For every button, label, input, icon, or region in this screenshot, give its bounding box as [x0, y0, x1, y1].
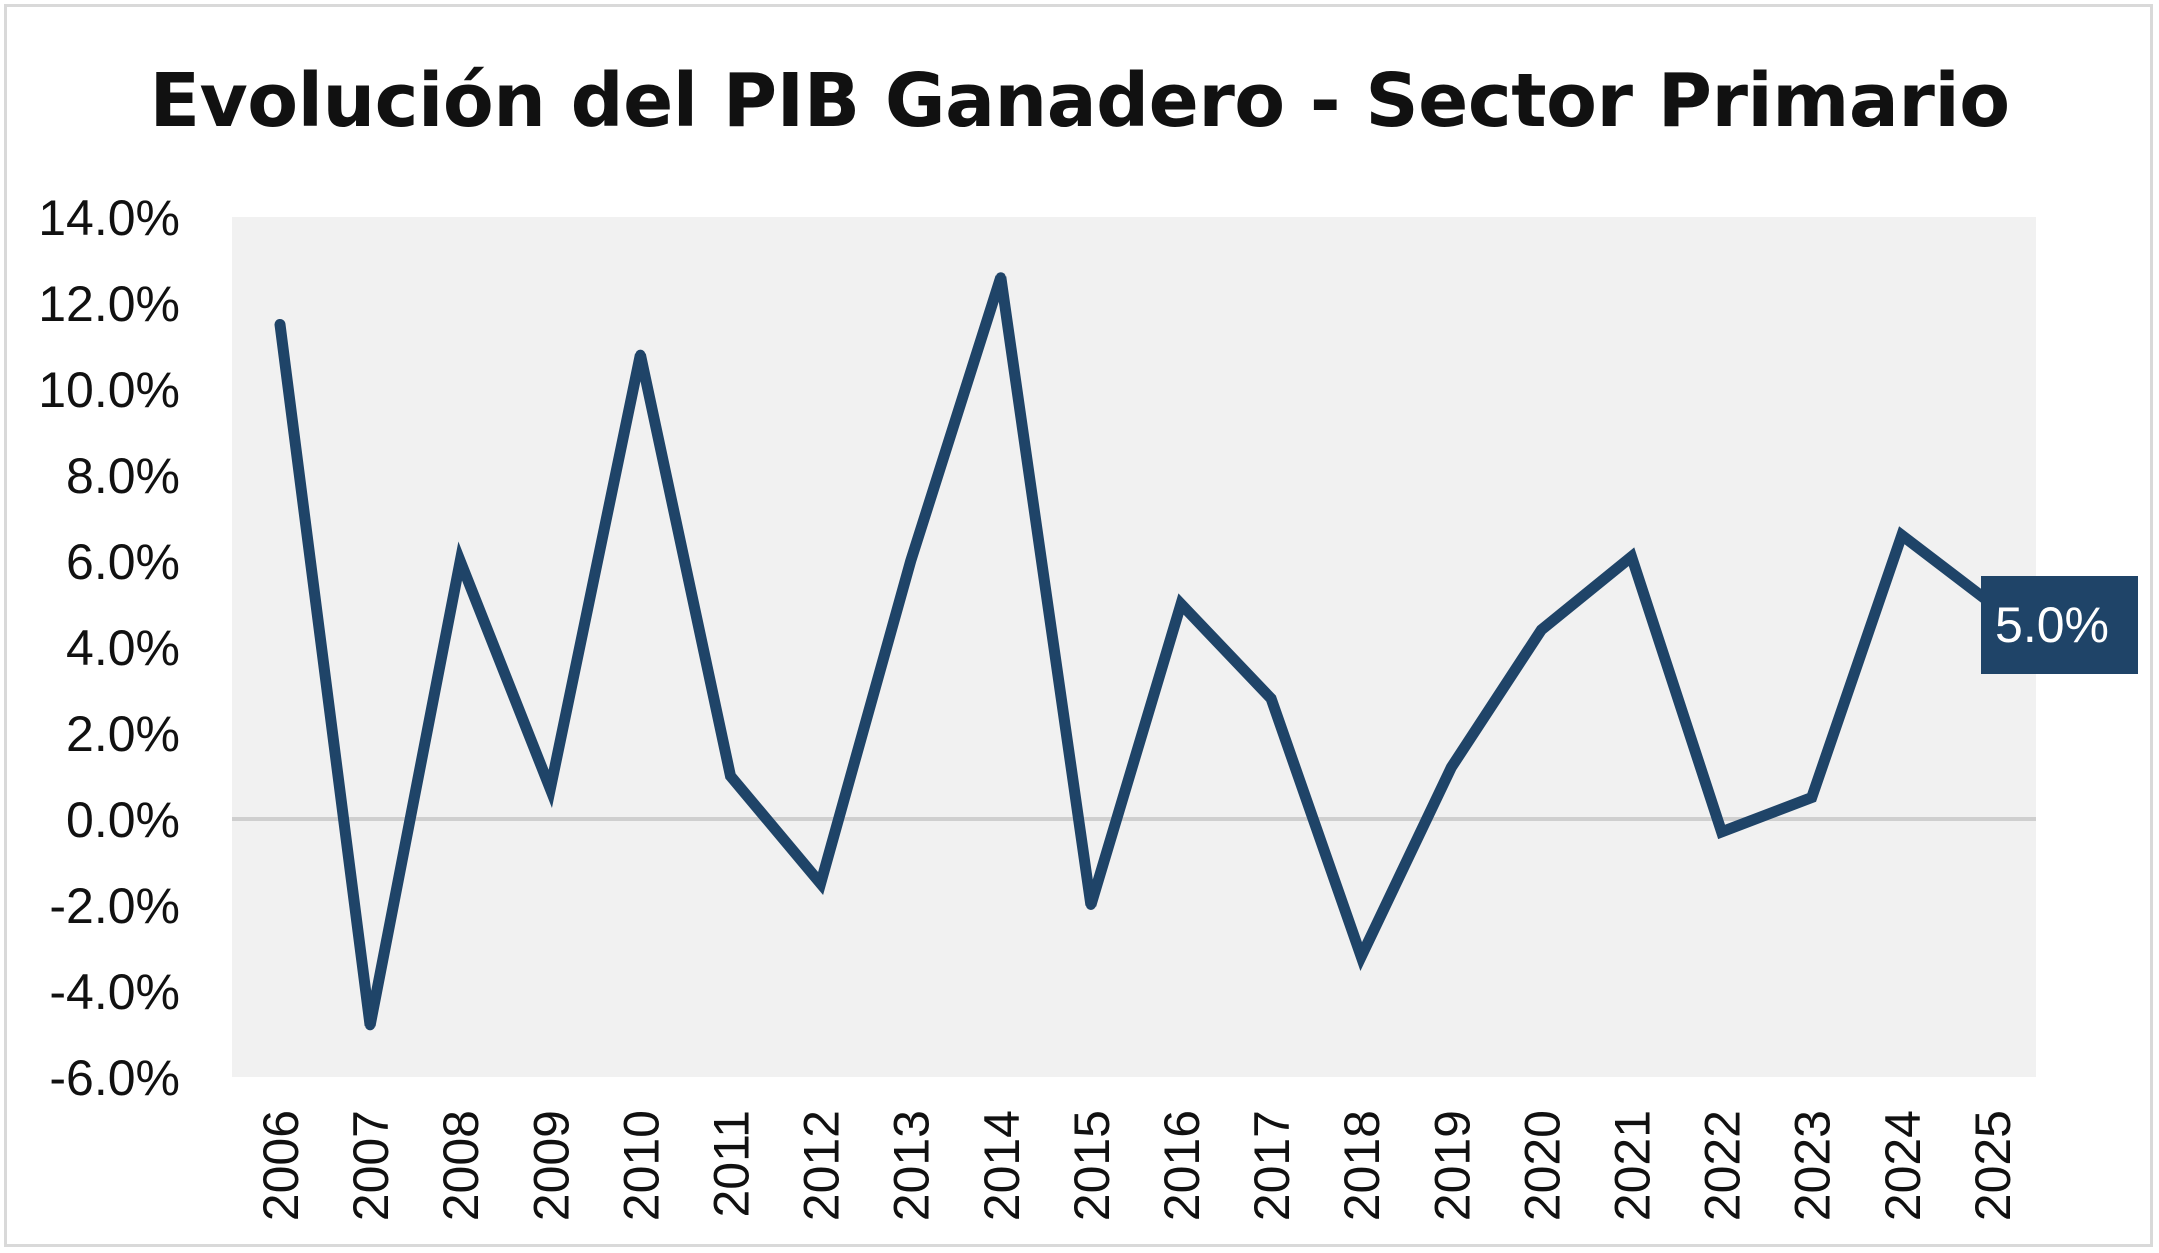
data-point [1176, 599, 1186, 609]
x-tick-label: 2017 [1244, 1110, 1300, 1221]
x-tick-label: 2016 [1154, 1110, 1210, 1221]
x-tick-label: 2023 [1785, 1110, 1841, 1221]
x-tick-label: 2025 [1965, 1110, 2021, 1221]
data-point [1536, 624, 1547, 635]
data-point [365, 1020, 376, 1031]
data-point [275, 319, 285, 330]
data-point [1446, 762, 1457, 773]
data-point [815, 878, 826, 889]
data-point [455, 556, 466, 566]
x-tick-label: 2011 [704, 1110, 760, 1218]
y-tick-label: 14.0% [38, 190, 180, 246]
data-point [725, 771, 736, 781]
y-tick-label: 0.0% [66, 792, 180, 848]
x-axis-ticks: 2006 2007 2008 2009 2010 2011 2012 2013 2014 2015… [253, 1110, 2021, 1221]
y-axis-ticks: -6.0% -4.0% -2.0% 0.0% 2.0% 4.0% 6.0% 8.0% 10.0%… [38, 190, 180, 1106]
data-point [1626, 551, 1637, 562]
last-value-box [1981, 576, 2138, 674]
data-point [1716, 826, 1727, 837]
data-point [1806, 792, 1817, 803]
y-tick-label: 10.0% [38, 362, 180, 418]
last-value-text: 5.0% [1995, 597, 2109, 653]
x-tick-label: 2024 [1875, 1110, 1931, 1221]
y-tick-label: 12.0% [38, 276, 180, 332]
plot-area [232, 217, 2036, 1077]
y-tick-label: -2.0% [49, 878, 180, 934]
x-tick-label: 2018 [1334, 1110, 1390, 1221]
y-tick-label: 8.0% [66, 448, 180, 504]
data-point [1266, 693, 1277, 704]
y-tick-label: 6.0% [66, 534, 180, 590]
x-tick-label: 2007 [343, 1110, 399, 1221]
data-point [545, 783, 556, 794]
x-tick-label: 2009 [523, 1110, 579, 1221]
y-tick-label: -4.0% [49, 964, 180, 1020]
data-point [635, 349, 646, 360]
last-value-label: 5.0% [1981, 576, 2138, 674]
x-tick-label: 2014 [974, 1110, 1030, 1221]
x-tick-label: 2020 [1514, 1110, 1570, 1221]
x-tick-label: 2006 [253, 1110, 309, 1221]
x-tick-label: 2021 [1605, 1110, 1661, 1221]
data-point [995, 272, 1006, 283]
series-line [274, 275, 1998, 1027]
x-tick-label: 2015 [1064, 1110, 1120, 1221]
chart-title: Evolución del PIB Ganadero - Sector Prim… [149, 58, 2010, 144]
x-tick-label: 2008 [433, 1110, 489, 1221]
y-tick-label: -6.0% [49, 1050, 180, 1106]
x-tick-label: 2010 [613, 1110, 669, 1221]
data-point [905, 556, 916, 566]
y-tick-label: 4.0% [66, 620, 180, 676]
x-tick-label: 2013 [884, 1110, 940, 1221]
data-point [1085, 900, 1096, 910]
x-tick-label: 2019 [1424, 1110, 1480, 1221]
y-tick-label: 2.0% [66, 706, 180, 762]
series-points [275, 272, 1997, 1031]
x-tick-label: 2022 [1695, 1110, 1751, 1221]
x-tick-label: 2012 [794, 1110, 850, 1221]
data-point [1356, 951, 1367, 962]
data-point [1896, 530, 1907, 541]
